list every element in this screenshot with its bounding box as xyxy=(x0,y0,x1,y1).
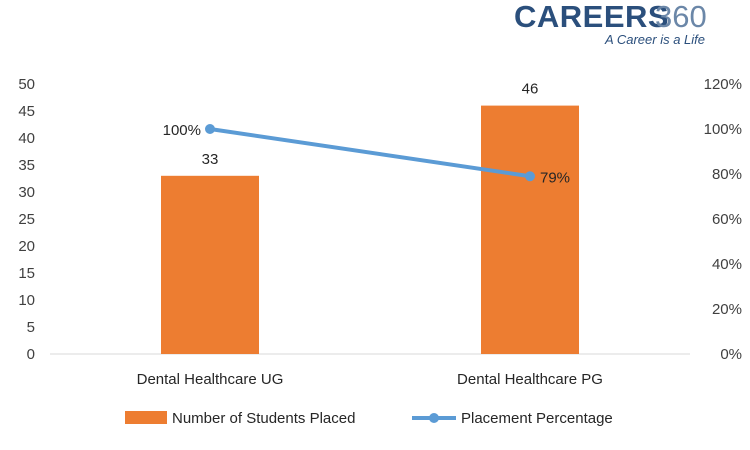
left-axis-ticks: 0 5 10 15 20 25 30 35 40 45 50 xyxy=(18,76,35,363)
category-labels: Dental Healthcare UG Dental Healthcare PG xyxy=(137,371,603,388)
legend: Number of Students Placed Placement Perc… xyxy=(125,410,613,427)
right-axis-tick-label: 100% xyxy=(704,121,742,138)
left-axis-tick-label: 50 xyxy=(18,76,35,93)
left-axis-tick-label: 5 xyxy=(27,319,35,336)
line-value-label: 100% xyxy=(163,122,201,139)
category-label: Dental Healthcare PG xyxy=(457,371,603,388)
bar xyxy=(161,175,259,354)
logo-brand-number: 360 xyxy=(655,0,707,34)
left-axis-tick-label: 25 xyxy=(18,211,35,228)
bar-value-label: 33 xyxy=(202,151,219,168)
line-series xyxy=(205,124,535,182)
right-axis-ticks: 0% 20% 40% 60% 80% 100% 120% xyxy=(704,76,742,363)
bar-value-label: 46 xyxy=(522,81,539,98)
line-value-label: 79% xyxy=(540,169,570,186)
line-point xyxy=(205,124,215,134)
line-point xyxy=(525,171,535,182)
legend-swatch-students-placed xyxy=(125,411,167,424)
left-axis-tick-label: 30 xyxy=(18,184,35,201)
line-path xyxy=(208,127,532,179)
right-axis-tick-label: 0% xyxy=(720,346,742,363)
left-axis-tick-label: 0 xyxy=(27,346,35,363)
legend-marker-placement-percentage xyxy=(429,413,439,423)
category-label: Dental Healthcare UG xyxy=(137,371,284,388)
bar-data-labels: 33 46 xyxy=(202,81,539,168)
left-axis-tick-label: 35 xyxy=(18,157,35,174)
right-axis-tick-label: 120% xyxy=(704,76,742,93)
right-axis-tick-label: 80% xyxy=(712,166,742,183)
left-axis-tick-label: 10 xyxy=(18,292,35,309)
legend-label-placement-percentage: Placement Percentage xyxy=(461,410,613,427)
left-axis-tick-label: 20 xyxy=(18,238,35,255)
bar-series xyxy=(161,105,579,354)
bar xyxy=(481,105,579,354)
careers360-logo: CAREERS 360 A Career is a Life xyxy=(514,0,707,47)
left-axis-tick-label: 45 xyxy=(18,103,35,120)
legend-label-students-placed: Number of Students Placed xyxy=(172,410,355,427)
right-axis-tick-label: 40% xyxy=(712,256,742,273)
right-axis-tick-label: 20% xyxy=(712,301,742,318)
logo-tagline: A Career is a Life xyxy=(604,32,705,47)
left-axis-tick-label: 15 xyxy=(18,265,35,282)
logo-brand-name: CAREERS xyxy=(514,0,669,34)
left-axis-tick-label: 40 xyxy=(18,130,35,147)
line-data-labels: 100% 79% xyxy=(163,122,570,186)
right-axis-tick-label: 60% xyxy=(712,211,742,228)
